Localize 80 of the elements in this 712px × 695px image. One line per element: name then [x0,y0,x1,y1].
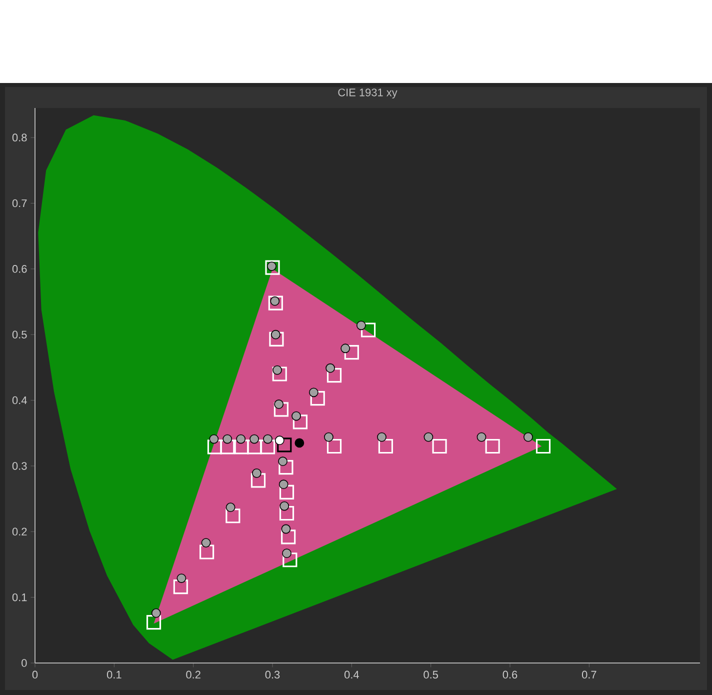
point [424,432,434,442]
point [252,468,262,478]
point [274,400,284,409]
x-tick-label: 0 [32,670,38,679]
point [272,366,287,382]
point [344,345,359,360]
point [234,440,249,454]
point [146,614,162,630]
point [201,538,211,548]
point [260,440,276,454]
point [281,524,291,534]
point [279,506,294,521]
point [274,436,284,446]
y-tick-label: 0.3 [12,462,27,470]
point [270,296,280,306]
point [263,434,272,444]
point [294,438,304,448]
point [270,330,280,340]
x-tick-label: 0.2 [186,670,200,679]
point [268,296,283,310]
point [220,440,235,454]
x-tick-label: 0.6 [502,670,518,679]
point [151,608,161,618]
point [360,322,376,338]
point [432,438,447,454]
point [485,438,500,454]
point [267,262,276,271]
point [272,365,282,375]
point [209,434,219,444]
point [377,432,386,442]
point [524,432,533,442]
point [265,260,280,275]
y-tick-label: 0.2 [12,528,27,536]
point [250,434,259,444]
x-tick-label: 0.1 [106,670,122,679]
chart-title: CIE 1931 xy [338,88,398,98]
point [278,456,288,466]
point [236,434,246,444]
point [279,484,294,500]
point [226,502,236,512]
point [326,438,342,454]
x-tick-label: 0.4 [344,670,359,679]
point [278,460,294,475]
point [326,368,342,383]
point [250,473,266,488]
point [340,344,350,354]
point [308,388,318,398]
y-tick-label: 0.7 [12,199,27,208]
point [282,552,298,568]
x-tick-label: 0.5 [424,670,438,679]
x-tick-label: 0.7 [582,670,596,679]
point [536,438,551,454]
point [292,414,308,430]
point [280,501,290,511]
point [476,432,486,442]
point [278,480,288,490]
point [207,440,222,454]
point [173,580,188,594]
y-tick-label: 0.6 [12,265,27,273]
point [356,320,366,330]
point [199,544,214,560]
y-tick-label: 0.8 [12,134,27,142]
point [222,434,232,444]
point [281,530,296,544]
x-tick-label: 0.3 [265,670,280,679]
point [326,363,335,373]
y-tick-label: 0 [22,659,27,667]
y-tick-label: 0.1 [12,593,27,602]
y-tick-label: 0.5 [12,330,27,338]
point [324,432,334,442]
y-tick-label: 0.4 [12,396,27,404]
point [269,332,284,346]
point [226,508,240,524]
point [277,438,292,452]
point [274,402,289,417]
point [310,391,325,406]
point [378,438,394,454]
point [282,548,292,558]
point [176,574,186,583]
point [292,411,301,421]
